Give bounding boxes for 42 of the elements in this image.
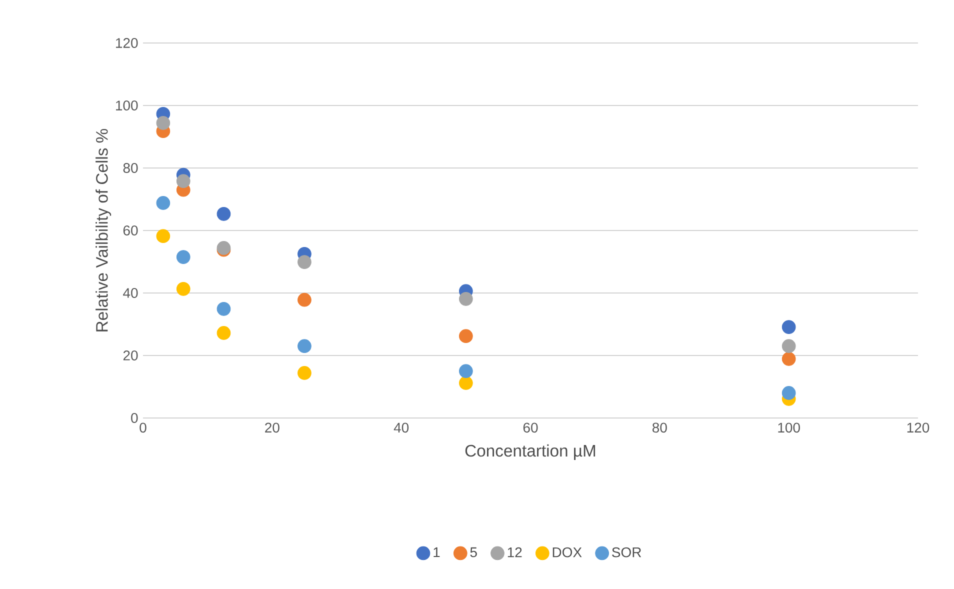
- x-tick-label: 60: [523, 422, 538, 433]
- legend-label: DOX: [552, 547, 582, 558]
- point: [298, 339, 312, 354]
- point: [156, 229, 170, 244]
- point: [458, 364, 473, 378]
- y-tick-label: 80: [123, 163, 138, 173]
- y-tick-label: 20: [123, 350, 138, 360]
- legend-label: 12: [508, 547, 522, 558]
- point: [176, 282, 190, 296]
- y-tick-label: 120: [116, 38, 138, 48]
- point: [216, 326, 231, 340]
- point: [458, 292, 473, 306]
- legend-label: 1: [434, 547, 440, 558]
- point: [298, 366, 312, 380]
- point: [156, 196, 170, 210]
- y-tick-label: 100: [116, 100, 138, 110]
- point: [782, 339, 796, 354]
- x-tick-label: 120: [907, 422, 930, 433]
- x-tick-label: 40: [394, 422, 409, 433]
- point: [176, 174, 190, 188]
- point: [216, 206, 231, 221]
- point: [176, 250, 190, 264]
- y-tick-label: 60: [123, 226, 138, 236]
- x-tick-label: 20: [265, 422, 280, 433]
- x-tick-label: 80: [652, 422, 667, 433]
- y-tick-label: 40: [123, 288, 138, 298]
- point: [298, 292, 312, 307]
- point: [782, 320, 796, 334]
- x-axis-title: Concentartion µM: [465, 444, 596, 460]
- y-tick-label: 0: [131, 413, 138, 423]
- point: [298, 255, 312, 269]
- point: [458, 329, 473, 344]
- y-axis-title: Relative Vailbility of Cells %: [96, 128, 112, 332]
- point: [458, 376, 473, 390]
- point: [156, 116, 170, 130]
- legend-label: 5: [470, 547, 477, 558]
- x-tick-label: 100: [778, 422, 800, 433]
- legend-label: SOR: [612, 547, 642, 558]
- x-tick-label: 0: [140, 422, 146, 433]
- point: [216, 302, 231, 316]
- point: [782, 386, 796, 400]
- point: [782, 352, 796, 366]
